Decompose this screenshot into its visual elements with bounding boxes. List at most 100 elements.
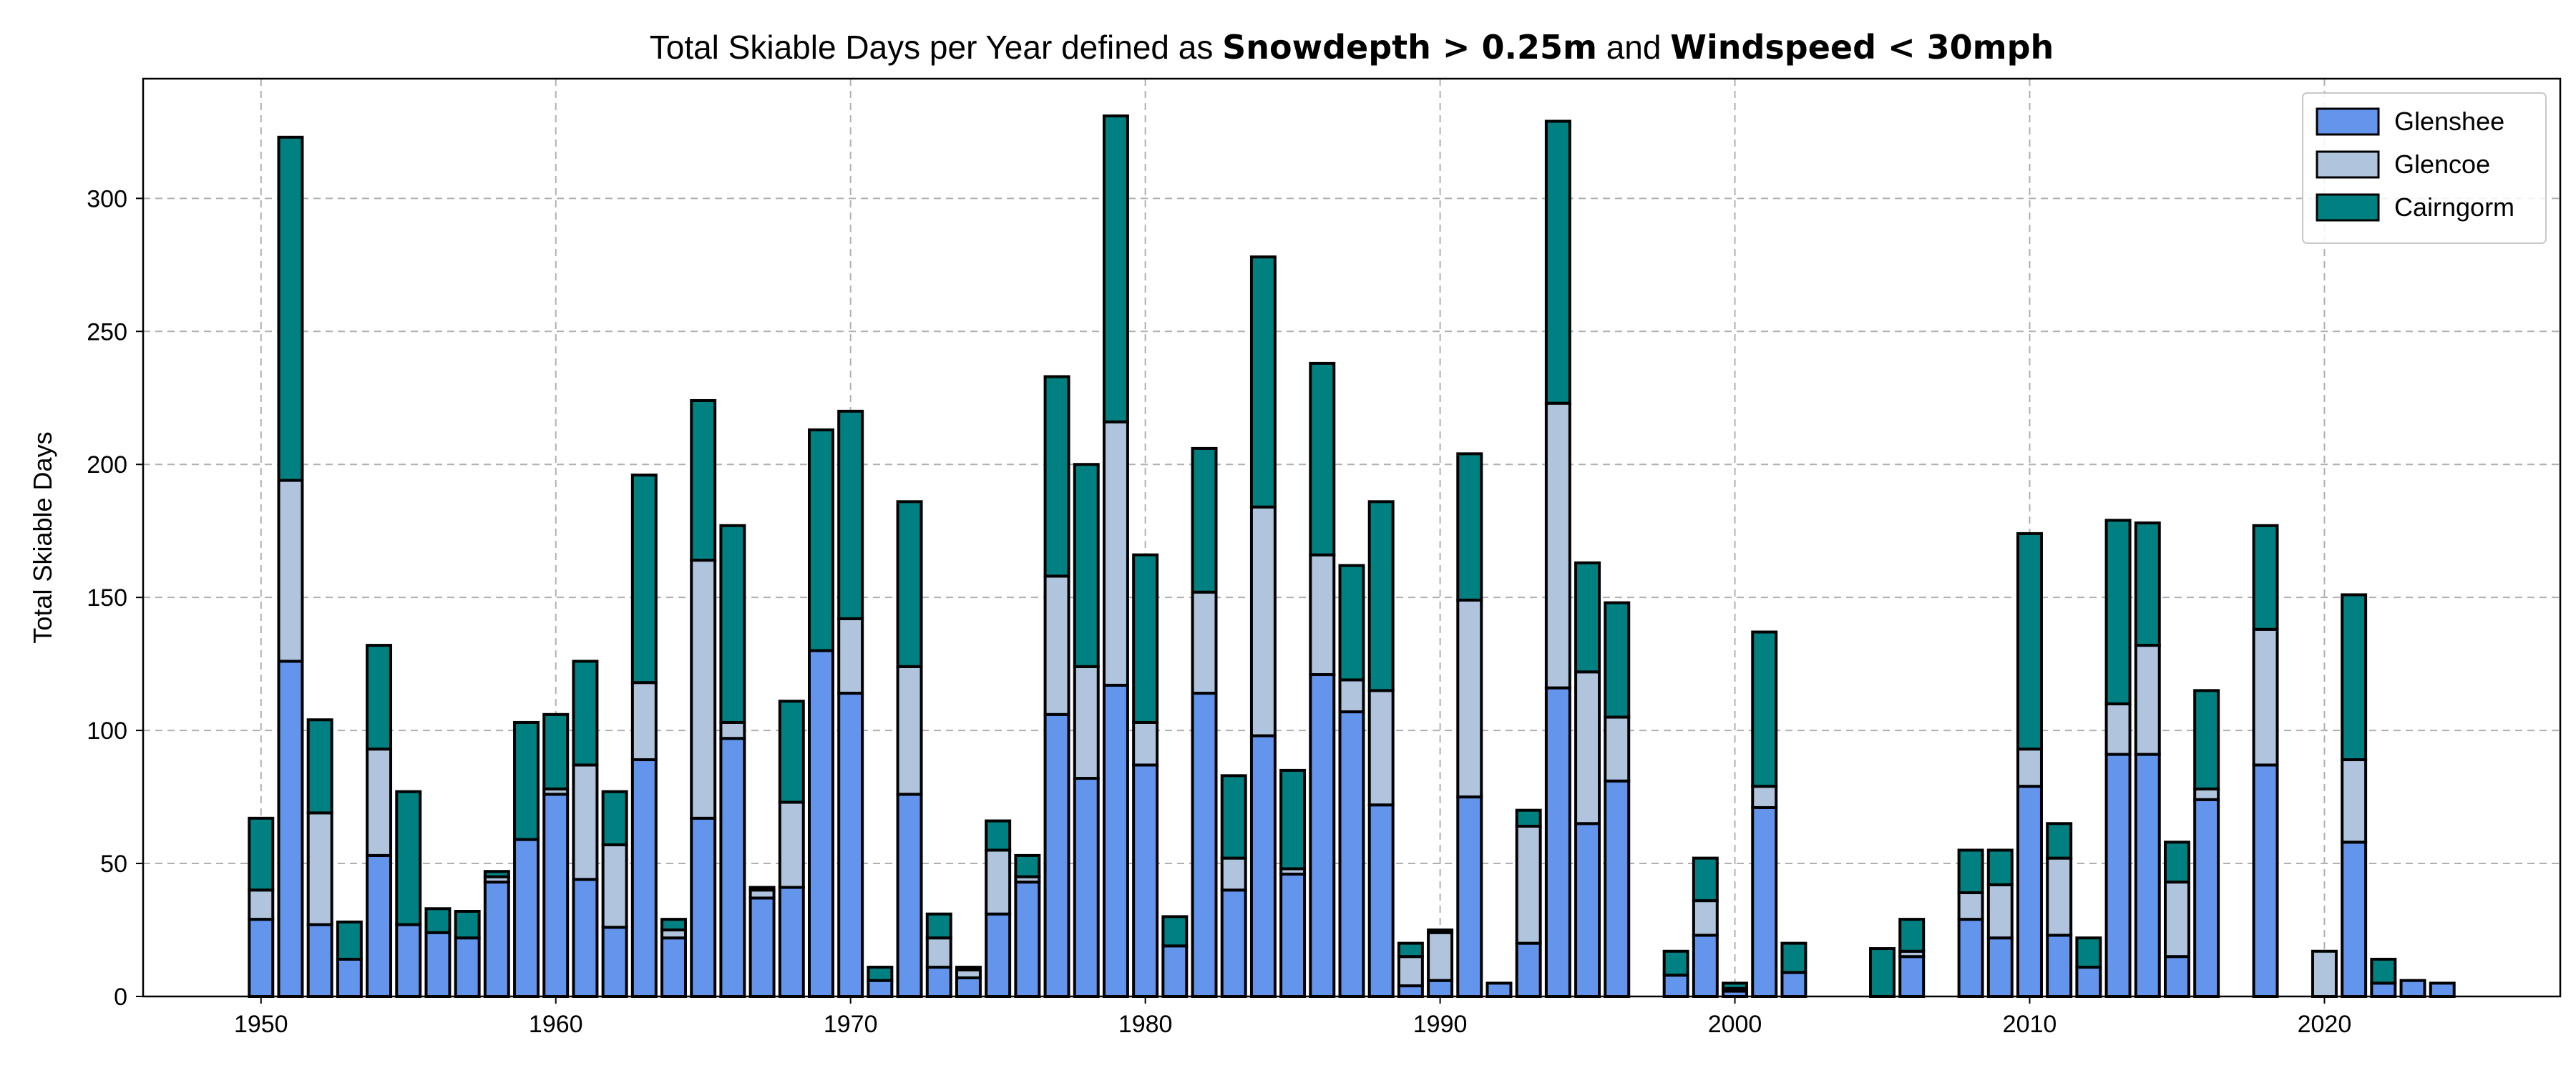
bar-glenshee-1978 [1073,777,1100,998]
bar-glenshee-1969 [808,649,834,998]
x-tick-label: 2010 [2003,1011,2057,1038]
bar-glenshee-1959 [513,838,540,998]
bar-glenshee-2021 [2341,841,2368,998]
bar-glencoe-2021 [2341,758,2368,844]
bar-cairngorm-1996 [1604,601,1631,719]
bar-glenshee-1964 [660,936,687,999]
bar-glenshee-1950 [248,918,275,998]
bar-glenshee-1972 [896,793,923,999]
legend-swatch-glencoe [2316,150,2380,179]
x-tick-label: 1970 [824,1011,878,1038]
bar-glenshee-1971 [867,979,894,999]
bar-glencoe-1996 [1604,715,1631,783]
bar-glenshee-1952 [306,923,333,999]
bar-glencoe-1994 [1544,401,1571,690]
legend-swatch-glenshee [2316,107,2380,136]
bar-glenshee-1977 [1043,712,1070,999]
x-tick-label: 1950 [234,1011,288,1038]
x-tick-label: 1990 [1413,1011,1468,1038]
bar-glencoe-1972 [896,665,923,796]
bar-glencoe-1999 [1692,899,1719,937]
bar-glencoe-1965 [690,559,717,820]
bar-glencoe-1993 [1515,824,1542,945]
bar-glencoe-1961 [572,763,599,881]
bar-glenshee-1975 [985,912,1012,998]
x-tick-label: 2020 [2298,1011,2352,1038]
bar-cairngorm-1952 [306,718,333,815]
bar-glenshee-1982 [1191,692,1218,998]
bar-glenshee-1987 [1338,710,1365,998]
bar-cairngorm-1988 [1367,500,1395,692]
bar-cairngorm-1990 [1427,929,1454,934]
bar-glencoe-1954 [366,748,393,857]
bar-cairngorm-1966 [719,524,746,724]
bar-cairngorm-1957 [454,909,481,940]
bar-cairngorm-1978 [1073,463,1100,668]
bar-cairngorm-1981 [1161,915,1189,948]
bar-cairngorm-1991 [1456,452,1483,602]
legend-label-glencoe: Glencoe [2394,150,2490,179]
bar-glencoe-1966 [719,720,746,740]
y-tick-label: 200 [87,451,127,479]
bar-glenshee-2014 [2134,753,2161,998]
bar-glencoe-2010 [2016,748,2043,788]
bar-cairngorm-1951 [277,135,304,482]
bar-cairngorm-2014 [2134,521,2161,647]
bar-cairngorm-1987 [1338,564,1365,682]
bar-glenshee-1992 [1485,981,1513,998]
bar-cairngorm-1995 [1574,561,1601,674]
bar-glenshee-1999 [1692,934,1719,999]
bar-glencoe-2011 [2046,856,2073,937]
bar-cairngorm-2006 [1898,918,1926,953]
bar-glenshee-1980 [1132,763,1159,998]
bar-glenshee-2009 [1986,936,2014,999]
bar-cairngorm-1983 [1220,774,1247,860]
bar-cairngorm-2000 [1722,981,1749,990]
bar-glenshee-1951 [277,660,304,998]
legend-swatch-cairngorm [2316,193,2380,222]
bar-glencoe-1979 [1102,420,1129,687]
bar-glenshee-2023 [2399,979,2426,999]
bar-glencoe-2020 [2311,949,2338,998]
bar-cairngorm-2010 [2016,531,2043,751]
bar-glenshee-1981 [1161,944,1189,999]
bar-cairngorm-1974 [955,966,982,971]
bar-cairngorm-1962 [601,790,628,847]
bar-cairngorm-1979 [1102,114,1129,423]
bar-glencoe-1995 [1574,670,1601,825]
bar-glencoe-1986 [1309,553,1336,677]
bar-glencoe-1991 [1456,598,1483,799]
plot-frame [142,77,2562,998]
legend: Glenshee Glencoe Cairngorm [2302,92,2547,244]
bar-glenshee-2001 [1751,805,1778,998]
bar-cairngorm-1999 [1692,856,1719,903]
bar-glenshee-1963 [630,758,658,998]
legend-label-glenshee: Glenshee [2394,107,2504,136]
bar-glenshee-1990 [1427,979,1454,999]
bar-cairngorm-1955 [395,790,422,926]
bar-glencoe-1970 [837,617,864,695]
bar-glenshee-1958 [483,881,510,998]
bar-glencoe-2015 [2163,881,2190,959]
bar-glenshee-1953 [336,957,363,999]
bar-glenshee-1989 [1397,984,1424,998]
bar-cairngorm-1959 [513,720,540,841]
bar-glencoe-1950 [248,888,275,921]
bar-glenshee-2011 [2046,934,2073,999]
bar-cairngorm-1985 [1279,768,1307,871]
bar-glencoe-1978 [1073,665,1100,780]
bar-glencoe-1975 [985,848,1012,916]
bar-cairngorm-1989 [1397,941,1424,959]
bar-glencoe-1990 [1427,931,1454,982]
bar-cairngorm-2018 [2252,524,2279,631]
bar-glenshee-1993 [1515,941,1542,998]
bar-glenshee-2012 [2075,966,2102,999]
axes: 1950 1960 1970 1980 1990 2000 2010 2020 0 50 100 15… [87,185,2351,1038]
bar-glenshee-1995 [1574,822,1601,999]
bar-cairngorm-2013 [2104,519,2132,705]
bar-glencoe-1984 [1249,505,1277,738]
bar-glencoe-2001 [1751,785,1778,809]
y-tick-label: 100 [87,717,127,745]
